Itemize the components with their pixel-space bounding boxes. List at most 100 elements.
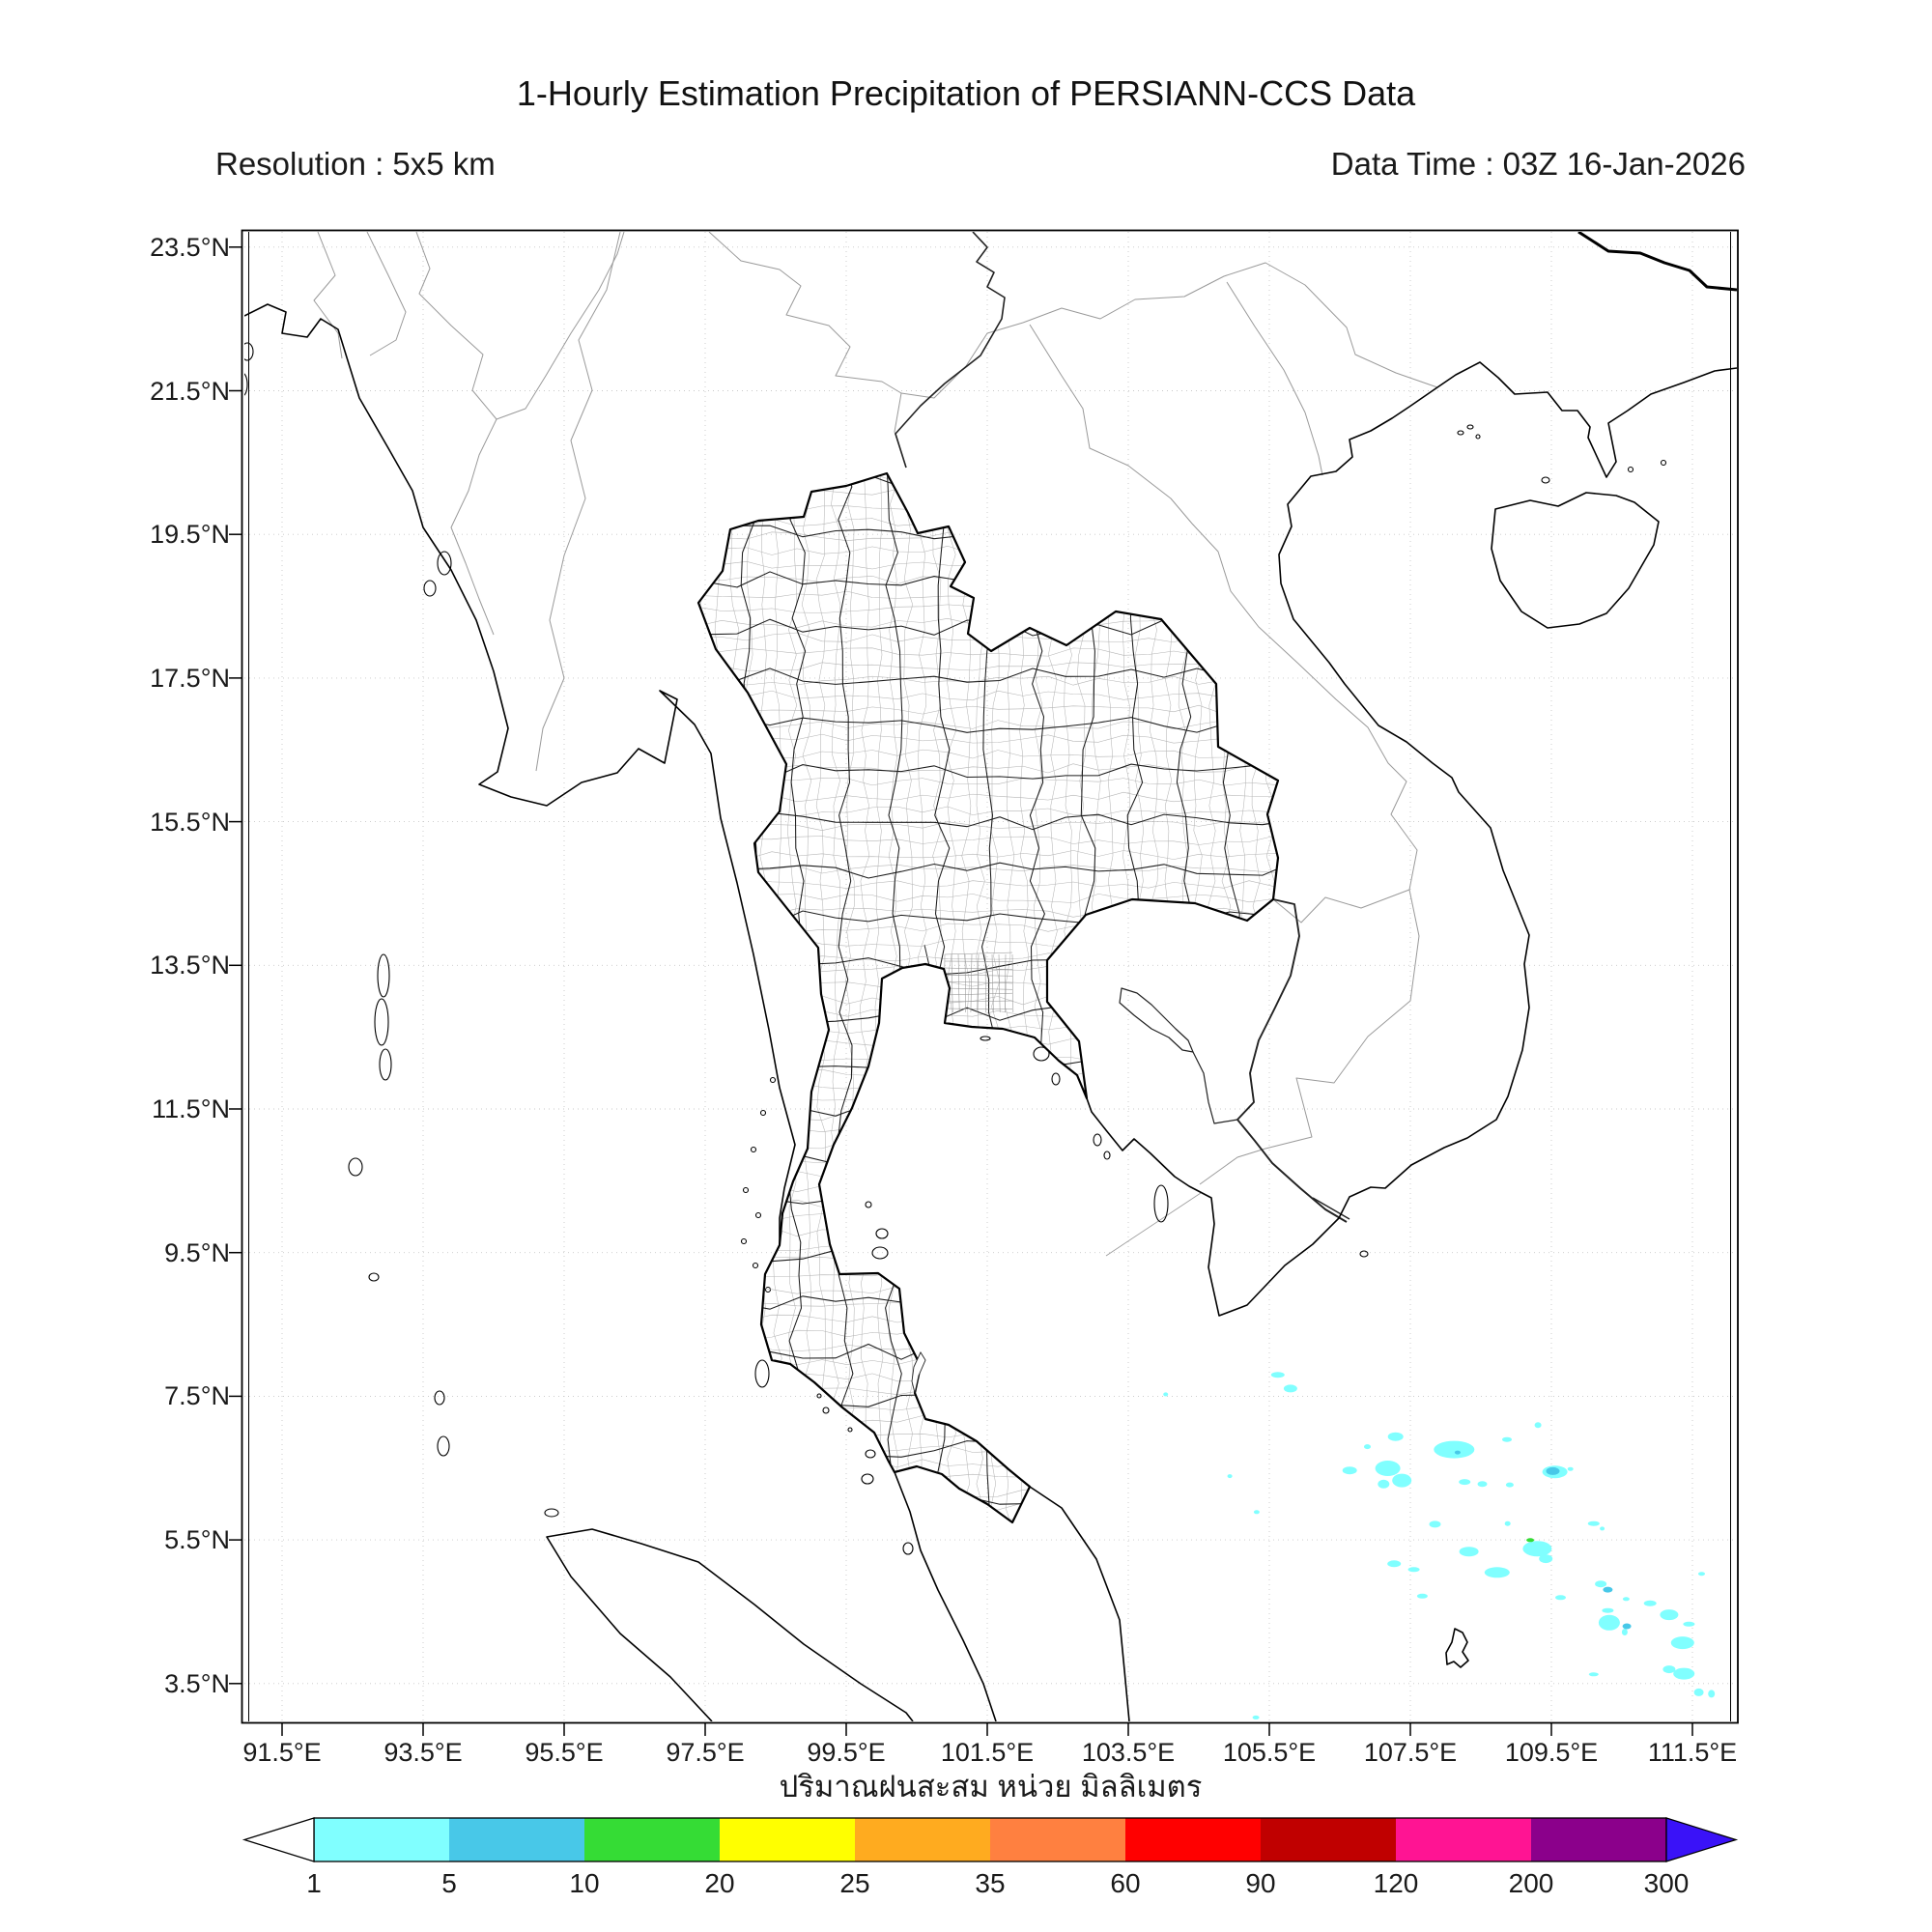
coast-gulf-indochina-china (818, 361, 1737, 1721)
precip-cell (1662, 1665, 1676, 1674)
grid-lines (244, 232, 1737, 1721)
colorbar-tick-label: 300 (1643, 1868, 1690, 1898)
precip-cell (1163, 1392, 1169, 1397)
colorbar-segment (1125, 1818, 1261, 1861)
precip-cell (1708, 1690, 1716, 1698)
colorbar-segment (449, 1818, 584, 1861)
precip-cell (1502, 1436, 1512, 1442)
coastlines (244, 303, 1737, 1721)
colorbar-tick-label: 120 (1373, 1868, 1419, 1898)
x-tick-label: 107.5°E (1363, 1738, 1458, 1767)
colorbar-segment (1531, 1818, 1666, 1861)
y-tick-label: 23.5°N (150, 232, 230, 262)
precip-cell (1387, 1432, 1404, 1441)
colorbar-tick-label: 25 (839, 1868, 870, 1898)
precip-cell (1660, 1609, 1679, 1621)
precip-cell (1392, 1473, 1412, 1488)
precip-cell (1602, 1607, 1614, 1613)
colorbar-tick-label: 10 (569, 1868, 600, 1898)
precip-cell (1407, 1567, 1420, 1573)
precip-cell (1698, 1572, 1705, 1577)
precip-cell (1693, 1688, 1704, 1696)
precip-cell (1504, 1520, 1511, 1526)
phu-quoc-island (1153, 1184, 1169, 1223)
x-tick-label: 103.5°E (1081, 1738, 1176, 1767)
precip-cell (1434, 1440, 1475, 1459)
x-tick-label: 93.5°E (384, 1738, 463, 1767)
precip-cell (1252, 1715, 1260, 1719)
precip-cell (1603, 1586, 1613, 1593)
precip-cell (1673, 1667, 1695, 1680)
y-tick-label: 17.5°N (150, 663, 230, 693)
x-tick-label: 111.5°E (1647, 1738, 1738, 1767)
page-title: 1-Hourly Estimation Precipitation of PER… (516, 73, 1416, 113)
colorbar-segment (314, 1818, 449, 1861)
y-tick-label: 7.5°N (164, 1381, 230, 1411)
precip-cell (1555, 1595, 1566, 1601)
y-tick-label: 21.5°N (150, 376, 230, 406)
x-tick-label: 105.5°E (1222, 1738, 1317, 1767)
precip-cell (1539, 1554, 1553, 1564)
y-tick-label: 15.5°N (150, 807, 230, 837)
colorbar-segment (720, 1818, 855, 1861)
data-time-label: Data Time : 03Z 16-Jan-2026 (1330, 146, 1746, 182)
y-tick-label: 19.5°N (150, 520, 230, 550)
axis-tick-marks (229, 246, 1693, 1736)
small-islands (244, 342, 1667, 1555)
natuna-island (1445, 1628, 1469, 1668)
y-tick-label: 9.5°N (164, 1237, 230, 1267)
precip-cell (1600, 1526, 1605, 1531)
precip-cell (1342, 1466, 1357, 1475)
colorbar-segment (1396, 1818, 1531, 1861)
y-tick-label: 5.5°N (164, 1525, 230, 1555)
colorbar-segment (855, 1818, 990, 1861)
colorbar-tick-label: 60 (1110, 1868, 1141, 1898)
xi-river (1577, 232, 1737, 292)
precip-cell (1595, 1580, 1607, 1588)
phuket-island (754, 1359, 770, 1388)
songkhla-lagoon (911, 1351, 926, 1394)
colorbar-segment (584, 1818, 720, 1861)
resolution-label: Resolution : 5x5 km (215, 146, 496, 182)
precip-cell (1546, 1466, 1560, 1475)
colorbar (242, 1817, 1739, 1862)
tonle-sap-lake (1119, 987, 1194, 1053)
precip-cell (1643, 1600, 1657, 1606)
x-tick-label: 97.5°E (666, 1738, 745, 1767)
colorbar-tick-label: 5 (441, 1868, 457, 1898)
hainan-island (1491, 492, 1660, 629)
colorbar-tick-label: 90 (1245, 1868, 1276, 1898)
coast-sumatra (546, 1528, 914, 1721)
precip-cell (1588, 1672, 1599, 1677)
precip-cell (1622, 1623, 1632, 1630)
x-tick-label: 99.5°E (807, 1738, 886, 1767)
precip-cell (1598, 1614, 1620, 1631)
colorbar-segment (990, 1818, 1125, 1861)
precip-cell (1459, 1479, 1471, 1486)
colorbar-tick-label: 1 (306, 1868, 322, 1898)
precip-cell (1270, 1372, 1285, 1378)
y-tick-label: 3.5°N (164, 1668, 230, 1698)
precip-cell (1454, 1450, 1461, 1455)
precip-cell (1387, 1560, 1402, 1568)
thailand-district-borders (698, 473, 1278, 1522)
precip-cell (1526, 1538, 1535, 1543)
map-plot-area (244, 232, 1737, 1721)
precip-cell (1378, 1479, 1390, 1489)
colorbar-tick-label: 35 (975, 1868, 1006, 1898)
colorbar-tick-label: 20 (704, 1868, 735, 1898)
map-frame (229, 229, 1739, 1736)
y-tick-label: 11.5°N (152, 1094, 230, 1123)
precip-cell (1522, 1541, 1552, 1557)
x-tick-label: 91.5°E (242, 1738, 322, 1767)
colorbar-underflow-arrow (242, 1817, 315, 1862)
precip-cell (1505, 1482, 1514, 1488)
precip-cell (1622, 1597, 1630, 1602)
colorbar-tick-label: 200 (1508, 1868, 1554, 1898)
precip-cell (1283, 1384, 1297, 1393)
precip-cell (1459, 1547, 1479, 1557)
precip-cell (1416, 1593, 1428, 1599)
colorbar-overflow-arrow (1665, 1817, 1739, 1862)
